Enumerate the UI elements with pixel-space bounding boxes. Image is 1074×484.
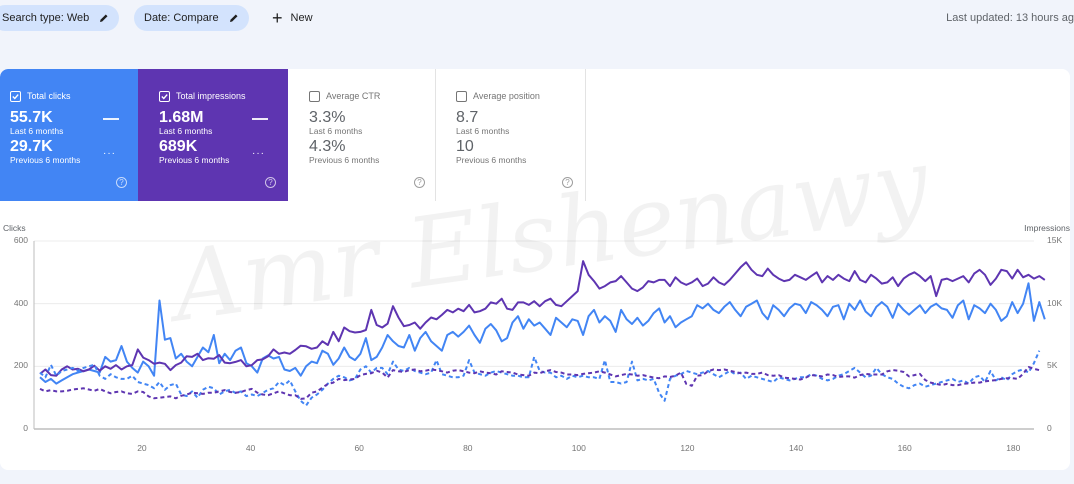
metric-current-label: Last 6 months [456,126,510,136]
new-filter-label: New [290,12,313,24]
solid-line-legend-icon [252,118,268,120]
new-filter-button[interactable]: + New [272,5,313,31]
x-tick: 40 [245,443,256,453]
last-updated-text: Last updated: 13 hours ag [946,12,1074,24]
x-tick: 180 [1006,443,1021,453]
y-tick-right: 15K [1047,235,1063,245]
y-tick-right: 0 [1047,423,1052,433]
metric-previous-value: 10 [456,138,474,155]
metric-card-total-clicks[interactable]: Total clicks 55.7K Last 6 months 29.7K P… [0,69,138,201]
metric-current-label: Last 6 months [10,126,64,136]
pencil-icon [100,14,108,22]
checkbox-checked-icon[interactable] [10,90,21,102]
x-tick: 140 [788,443,804,453]
y-axis-right-title: Impressions [1024,223,1070,233]
metric-previous-value: 29.7K [10,138,53,155]
y-tick-left: 600 [13,235,28,245]
metric-title: Total clicks [27,91,71,101]
x-tick: 80 [463,443,473,453]
y-tick-left: 200 [13,360,28,371]
series-line [39,350,1041,407]
y-tick-right: 10K [1047,297,1063,308]
metric-current-label: Last 6 months [159,126,213,136]
series-line [39,366,1040,400]
y-axis-left-title: Clicks [3,223,26,233]
x-tick: 100 [571,443,586,453]
metric-title: Average CTR [326,91,381,101]
metric-current-label: Last 6 months [309,126,363,136]
help-icon[interactable]: ? [265,177,276,188]
metric-previous-label: Previous 6 months [309,155,380,165]
metric-card-average-ctr[interactable]: Average CTR 3.3% Last 6 months 4.3% Prev… [288,69,436,201]
filter-chip-search-type[interactable]: Search type: Web [0,5,120,31]
checkbox-unchecked-icon[interactable] [456,90,467,102]
series-line [39,282,1046,385]
filter-chip-label: Date: Compare [144,12,219,24]
metric-current-value: 8.7 [456,109,479,126]
dashed-line-legend-icon: ··· [103,148,116,159]
metric-cards: Total clicks 55.7K Last 6 months 29.7K P… [0,69,586,201]
help-icon[interactable]: ? [562,177,573,188]
plus-icon: + [272,8,283,28]
metric-card-average-position[interactable]: Average position 8.7 Last 6 months 10 Pr… [436,69,586,201]
help-icon[interactable]: ? [116,177,127,188]
metric-previous-label: Previous 6 months [10,155,81,165]
x-tick: 60 [354,443,364,453]
solid-line-legend-icon [103,118,119,120]
metric-current-value: 3.3% [309,109,346,126]
metric-previous-value: 4.3% [309,138,346,155]
y-tick-left: 0 [23,423,28,433]
toolbar: Search type: Web Date: Compare + New Las… [0,5,1074,31]
metric-current-value: 55.7K [10,109,53,126]
series-line [39,260,1046,377]
dashed-line-legend-icon: ··· [252,148,265,159]
metric-title: Average position [473,91,540,101]
metric-previous-label: Previous 6 months [456,155,527,165]
performance-chart [33,240,1046,430]
performance-panel: Amr Elshenawy Total clicks 55.7K Last 6 … [0,69,1070,470]
filter-chip-label: Search type: Web [2,12,90,24]
metric-previous-value: 689K [159,138,198,155]
filter-chip-date[interactable]: Date: Compare [134,5,249,31]
x-tick: 120 [680,443,695,453]
checkbox-unchecked-icon[interactable] [309,90,320,102]
metric-title: Total impressions [176,91,246,101]
x-tick: 160 [897,443,912,453]
x-tick: 20 [137,443,147,453]
pencil-icon [229,14,238,22]
checkbox-checked-icon[interactable] [159,90,170,102]
metric-previous-label: Previous 6 months [159,155,230,165]
y-tick-left: 400 [13,297,28,308]
metric-current-value: 1.68M [159,109,204,126]
help-icon[interactable]: ? [414,177,425,188]
y-tick-right: 5K [1047,360,1058,371]
metric-card-total-impressions[interactable]: Total impressions 1.68M Last 6 months 68… [138,69,288,201]
